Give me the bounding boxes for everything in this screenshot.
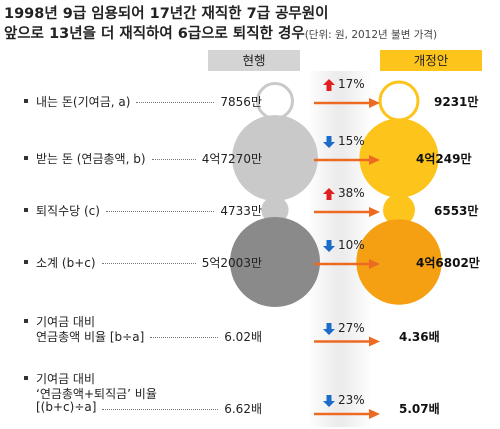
header-reform: 개정안 (380, 50, 482, 71)
change-percent: 27% (338, 320, 365, 335)
change-percent: 23% (338, 393, 365, 407)
title-line-2-text: 앞으로 13년을 더 재직하여 6급으로 퇴직한 경우 (4, 26, 305, 42)
arrow-down-icon (323, 395, 335, 407)
arrow-up-icon (323, 79, 335, 91)
change-percent: 10% (338, 238, 365, 252)
leader-dots (136, 102, 215, 103)
arrow-down-icon (323, 322, 335, 335)
row-label: [(b+c)÷a] (36, 400, 97, 414)
arrow-down-icon-shape (323, 395, 335, 407)
bubble-reform (383, 194, 415, 226)
row-bullet (24, 318, 28, 323)
arrow-down-icon-shape (323, 322, 335, 335)
row-bullet (24, 260, 28, 264)
unit-note: (단위: 원, 2012년 불변 가격) (304, 29, 438, 41)
reform-value: 4억6802만 (416, 256, 480, 270)
arrow-down-icon-shape (323, 136, 335, 148)
current-value: 5억2003만 (201, 256, 262, 270)
arrow-down-icon (323, 240, 335, 252)
header-current: 현행 (208, 50, 300, 71)
row-label: 연금총액 비율 [b÷a] (36, 329, 145, 344)
row-label: 받는 돈 (연금총액, b) (36, 152, 146, 166)
arrow-down-icon-shape (323, 240, 335, 252)
arrow-down-icon (323, 136, 335, 148)
reform-value: 5.07배 (399, 402, 440, 416)
current-value: 4억7270만 (201, 152, 262, 166)
transition-arrowhead (369, 409, 380, 419)
reform-value: 4억249만 (416, 152, 472, 166)
arrow-up-icon (323, 188, 335, 200)
transition-arrowhead (369, 259, 380, 269)
title-line-2: 앞으로 13년을 더 재직하여 6급으로 퇴직한 경우(단위: 원, 2012년… (4, 22, 437, 43)
leader-dots (151, 159, 196, 160)
transition-arrowhead (369, 207, 380, 217)
bubble-current (256, 82, 294, 120)
bubble-reform (378, 80, 420, 122)
arrow-up-icon-shape (323, 188, 335, 200)
row-bullet (24, 208, 28, 212)
title-line-1: 1998년 9급 임용되어 17년간 재직한 7급 공무원이 (4, 6, 329, 22)
change-percent: 15% (338, 134, 365, 148)
row-label: 소계 (b+c) (36, 256, 96, 270)
reform-value: 9231만 (434, 95, 479, 109)
row-bullet (24, 156, 28, 160)
leader-dots (150, 336, 219, 338)
bubble-reform (356, 219, 442, 305)
row-label: ‘연금총액+퇴직금’ 비율 (36, 387, 157, 401)
leader-dots (101, 263, 196, 264)
change-percent: 38% (338, 186, 365, 200)
current-value: 6.02배 (224, 329, 262, 344)
current-value: 4733만 (220, 204, 262, 218)
transition-arrowhead (369, 98, 380, 108)
bubble-reform (359, 118, 439, 198)
row-bullet (24, 376, 28, 380)
arrow-up-icon-shape (323, 79, 335, 91)
bubble-current (230, 217, 320, 307)
row-label: 기여금 대비 (36, 314, 96, 329)
change-percent: 17% (338, 77, 365, 91)
reform-value: 4.36배 (399, 329, 440, 344)
bubble-current (261, 196, 289, 224)
leader-dots (105, 211, 215, 212)
leader-dots (102, 409, 219, 410)
current-value: 6.62배 (224, 402, 262, 416)
row-bullet (24, 99, 28, 103)
transition-arrowhead (369, 155, 380, 165)
row-label: 내는 돈(기여금, a) (36, 95, 131, 109)
transition-arrowhead (369, 336, 380, 347)
row-label: 퇴직수당 (c) (36, 204, 100, 218)
reform-value: 6553만 (434, 204, 479, 218)
row-label: 기여금 대비 (36, 372, 96, 386)
bubble-current (232, 115, 318, 201)
current-value: 7856만 (220, 95, 262, 109)
